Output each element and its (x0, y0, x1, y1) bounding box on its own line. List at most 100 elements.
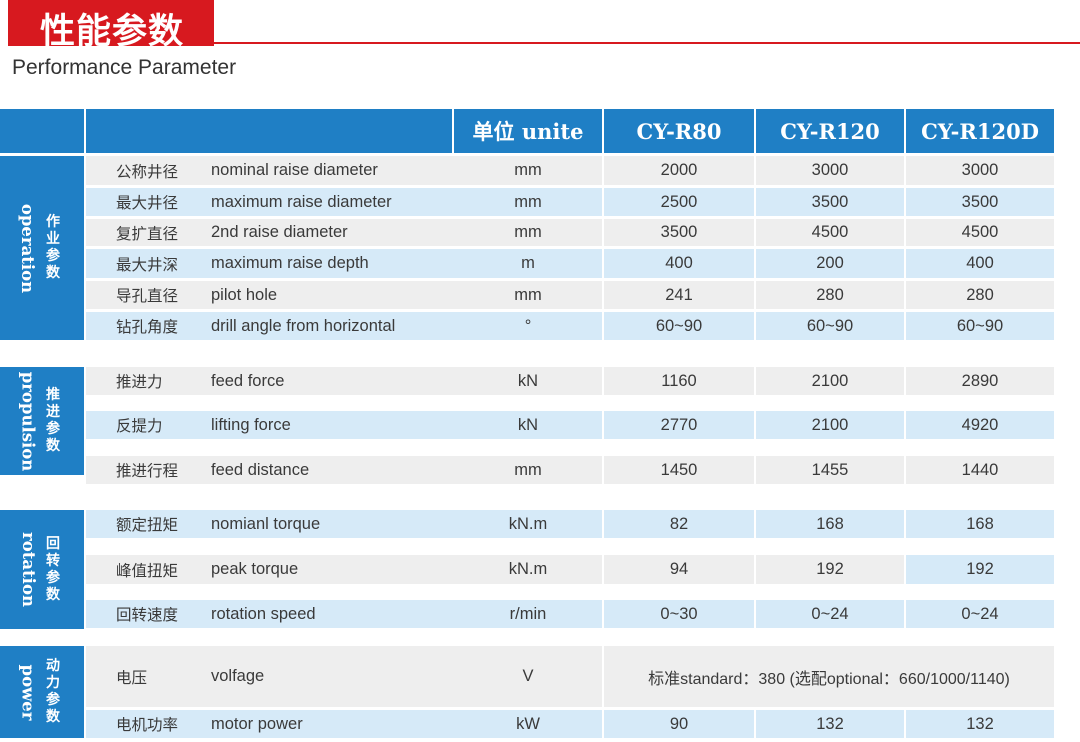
param-value-text: 82 (669, 514, 689, 533)
param-value-3: 4500 (906, 219, 1054, 246)
param-value-3: 280 (906, 281, 1054, 309)
group-label-zh: 回转参数 (46, 536, 60, 604)
param-unit-text: kW (516, 714, 540, 733)
param-value-1: 2770 (604, 411, 754, 439)
param-name-zh: 推进力 (86, 367, 206, 395)
param-name-zh-text: 峰值扭矩 (116, 561, 179, 580)
param-value-text: 280 (966, 285, 994, 304)
param-value-text: 3500 (811, 192, 849, 211)
param-value-text: 60~90 (806, 316, 854, 335)
group-label-zh: 动力参数 (46, 658, 60, 726)
param-unit-text: mm (514, 223, 542, 241)
param-value-1: 1160 (604, 367, 754, 395)
param-value-text: 200 (816, 254, 844, 272)
param-value-text: 1455 (811, 460, 849, 479)
param-unit: V (454, 646, 602, 707)
param-value-2: 168 (756, 510, 904, 538)
column-header-label: 单位 unite (472, 119, 584, 144)
column-header-label: CY-R120 (780, 118, 880, 144)
param-name-en-text: peak torque (211, 560, 299, 578)
param-value-1: 3500 (604, 219, 754, 246)
param-name-zh-text: 公称井径 (116, 162, 179, 181)
group-label-char: 参 (46, 248, 60, 264)
param-name-en: motor power (206, 710, 454, 738)
param-name-en-text: nomianl torque (211, 514, 321, 533)
page-title: 性能参数 (40, 12, 185, 52)
param-value-text: 4500 (811, 223, 849, 241)
column-header-3: CY-R120D (906, 109, 1054, 153)
column-header-label: CY-R120D (921, 118, 1039, 144)
param-name-en: lifting force (206, 411, 454, 439)
param-value-text: 241 (665, 285, 693, 304)
page-subtitle: Performance Parameter (12, 56, 237, 79)
group-label-char: 参 (46, 421, 60, 437)
param-name-zh: 电机功率 (86, 710, 206, 738)
param-value-3: 0~24 (906, 600, 1054, 628)
param-value-text: 2100 (811, 415, 849, 434)
param-name-en: drill angle from horizontal (206, 312, 454, 340)
param-name-en-text: motor power (211, 714, 303, 733)
param-unit-text: m (521, 254, 535, 272)
param-value-1: 2000 (604, 156, 754, 185)
param-name-en: 2nd raise diameter (206, 219, 454, 246)
group-label-en-text: rotation (18, 532, 38, 607)
group-label-power: power 动力参数 (0, 646, 84, 738)
param-name-zh-text: 推进力 (116, 373, 163, 391)
param-name-en-text: maximum raise depth (211, 254, 369, 272)
header-corner-cell (0, 109, 84, 153)
param-value-2: 192 (756, 555, 904, 584)
param-unit: r/min (454, 600, 602, 628)
param-value-3: 4920 (906, 411, 1054, 439)
column-header-2: CY-R120 (756, 109, 904, 153)
param-unit: kN.m (454, 510, 602, 538)
param-value-text: 2500 (660, 192, 698, 211)
param-value-text: 60~90 (655, 316, 703, 335)
param-value-3: 400 (906, 249, 1054, 278)
param-name-zh-text: 钻孔角度 (116, 318, 179, 336)
param-value-text: 3000 (961, 161, 999, 179)
param-value-text: 3000 (811, 161, 849, 179)
group-label-zh: 推进参数 (46, 387, 60, 455)
param-value-3: 60~90 (906, 312, 1054, 340)
param-value-1: 60~90 (604, 312, 754, 340)
param-unit: mm (454, 281, 602, 309)
param-value-2: 1455 (756, 456, 904, 484)
param-value-text: 94 (669, 560, 689, 578)
param-name-zh-text: 反提力 (116, 417, 163, 435)
param-name-en-text: rotation speed (211, 604, 316, 623)
param-value-text: 3500 (961, 192, 999, 211)
param-value-3: 192 (906, 555, 1054, 584)
param-name-zh: 公称井径 (86, 156, 206, 185)
title-divider (214, 42, 1080, 44)
param-value-3: 132 (906, 710, 1054, 738)
group-label-char: 进 (46, 404, 60, 420)
param-unit: mm (454, 188, 602, 216)
param-unit-text: ° (524, 316, 532, 335)
group-label-zh: 作业参数 (46, 214, 60, 282)
param-value-text: 4920 (961, 415, 999, 434)
param-unit-text: V (522, 667, 534, 685)
param-value-1: 241 (604, 281, 754, 309)
group-label-en-text: power (18, 664, 38, 720)
param-name-zh: 电压 (86, 646, 206, 707)
param-unit-text: kN.m (508, 514, 548, 533)
param-value-text: 0~24 (961, 604, 999, 623)
param-name-zh-text: 推进行程 (116, 462, 179, 480)
group-label-char: 力 (46, 675, 60, 691)
param-name-zh: 最大井径 (86, 188, 206, 216)
param-name-en: feed force (206, 367, 454, 395)
param-value-1: 90 (604, 710, 754, 738)
param-value-text: 1440 (961, 460, 999, 479)
param-value-2: 132 (756, 710, 904, 738)
param-unit-text: kN.m (508, 560, 548, 578)
param-value-text: 0~24 (811, 604, 849, 623)
param-value-text: 192 (816, 560, 844, 578)
group-label-char: 作 (46, 214, 60, 230)
param-name-en-text: pilot hole (211, 285, 278, 304)
param-name-zh-text: 电压 (116, 668, 148, 687)
param-value-3: 3500 (906, 188, 1054, 216)
group-label-char: 参 (46, 569, 60, 586)
param-unit: kN.m (454, 555, 602, 584)
param-unit-text: kN (517, 371, 539, 390)
group-label-char: 回 (46, 535, 60, 552)
